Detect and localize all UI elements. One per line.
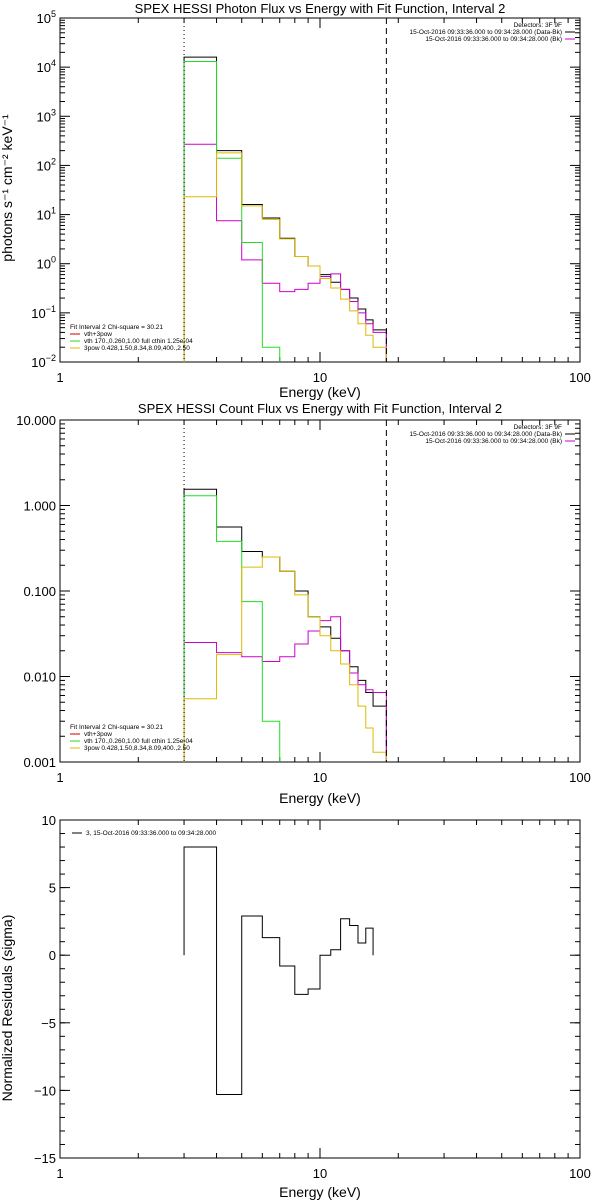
photon-y-tick-base: 10 xyxy=(31,355,45,370)
residuals-y-tick-label: −5 xyxy=(41,1016,56,1031)
count-series-1-line xyxy=(183,616,387,762)
count-x-tick-label: 100 xyxy=(569,770,591,785)
photon-y-tick-label: 104 xyxy=(37,58,56,75)
photon-y-tick-exp: 5 xyxy=(51,9,56,19)
count-y-tick-label: 0.001 xyxy=(23,755,56,770)
photon-plot-frame xyxy=(59,17,581,363)
count-y-tick-label: 10.000 xyxy=(16,413,56,428)
residuals-y-tick-label: −15 xyxy=(34,1151,56,1166)
photon-y-tick-base: 10 xyxy=(37,257,51,272)
photon-flux-panel: SPEX HESSI Photon Flux vs Energy with Fi… xyxy=(0,1,591,400)
photon-series-1-line xyxy=(183,143,387,362)
photon-legend-bottom-text: vth+3pow xyxy=(84,331,112,338)
photon-x-axis-label: Energy (keV) xyxy=(279,384,361,400)
photon-legend-bottom-text: 3pow 0.428,1.50,8.34,8.09,400.,2.50 xyxy=(84,345,190,352)
photon-panel-title: SPEX HESSI Photon Flux vs Energy with Fi… xyxy=(135,1,506,16)
photon-y-tick-label: 101 xyxy=(37,206,56,223)
count-legend-top-text: 15-Oct-2016 09:33:36.000 to 09:34:28.000… xyxy=(410,431,563,438)
count-series-2-line xyxy=(183,495,281,762)
count-flux-panel: SPEX HESSI Count Flux vs Energy with Fit… xyxy=(16,401,591,806)
photon-y-tick-exp: 4 xyxy=(51,58,56,68)
photon-legend-bottom-text: vth 170.,0.260,1.00 full cthin 1.25e-04 xyxy=(84,338,193,345)
photon-y-tick-label: 102 xyxy=(37,156,56,173)
photon-legend-bottom-text: Fit Interval 2 Chi-square = 30.21 xyxy=(70,324,163,331)
residuals-legend-top: 3, 15-Oct-2016 09:33:36.000 to 09:34:28.… xyxy=(72,830,216,837)
photon-plot-area xyxy=(59,17,581,363)
photon-legend-top-text: 15-Oct-2016 09:33:36.000 to 09:34:28.000… xyxy=(410,29,563,36)
residuals-x-axis-label: Energy (keV) xyxy=(279,1184,361,1200)
photon-series-3-line xyxy=(183,152,387,362)
count-y-tick-label: 0.100 xyxy=(23,584,56,599)
photon-x-tick-label: 1 xyxy=(56,370,63,385)
photon-series-2-line xyxy=(183,61,281,362)
photon-y-tick-exp: 2 xyxy=(51,156,56,166)
photon-series-0-line xyxy=(183,56,387,362)
photon-y-tick-base: 10 xyxy=(37,208,51,223)
photon-y-tick-base: 10 xyxy=(31,306,45,321)
count-series-3-line xyxy=(183,556,387,762)
photon-legend-bottom: Fit Interval 2 Chi-square = 30.21vth+3po… xyxy=(70,324,193,352)
count-x-tick-label: 1 xyxy=(56,770,63,785)
count-plot-area xyxy=(59,419,581,763)
photon-y-tick-exp: −1 xyxy=(46,304,56,314)
residuals-legend-top-text: 3, 15-Oct-2016 09:33:36.000 to 09:34:28.… xyxy=(86,830,216,837)
photon-x-tick-label: 100 xyxy=(569,370,591,385)
photon-legend-top-text: Detectors: 3F 9F xyxy=(514,22,562,29)
count-plot-frame xyxy=(59,419,581,763)
residuals-series-0-line xyxy=(183,846,374,1095)
residuals-x-ticks: 1 10 100 xyxy=(56,820,591,1181)
photon-x-ticks: 1 10 100 xyxy=(56,18,591,385)
count-y-tick-label: 1.000 xyxy=(23,499,56,514)
residuals-panel: 1 10 100 −15 −10 −5 0 5 10 3, 15-Oct-2016 09:33… xyxy=(0,813,591,1200)
residuals-series xyxy=(183,846,374,1095)
photon-y-tick-base: 10 xyxy=(37,158,51,173)
residuals-y-tick-label: 0 xyxy=(49,948,56,963)
count-series xyxy=(183,420,387,762)
residuals-x-tick-label: 1 xyxy=(56,1166,63,1181)
photon-y-tick-exp: −2 xyxy=(46,353,56,363)
photon-legend-top-text: 15-Oct-2016 09:33:36.000 to 09:34:28.000… xyxy=(425,36,562,43)
photon-x-tick-label: 10 xyxy=(313,370,327,385)
residuals-y-axis-label: Normalized Residuals (sigma) xyxy=(0,915,15,1102)
count-series-0-line xyxy=(183,488,387,762)
photon-y-tick-exp: 3 xyxy=(51,107,56,117)
photon-y-tick-label: 103 xyxy=(37,107,56,124)
residuals-y-tick-label: 5 xyxy=(49,881,56,896)
count-legend-top-text: 15-Oct-2016 09:33:36.000 to 09:34:28.000… xyxy=(425,438,562,445)
photon-y-tick-label: 100 xyxy=(37,255,56,272)
photon-series xyxy=(183,18,387,362)
residuals-x-tick-label: 10 xyxy=(313,1166,327,1181)
residuals-y-tick-label: −10 xyxy=(34,1083,56,1098)
count-y-tick-label: 0.010 xyxy=(23,670,56,685)
count-x-tick-label: 10 xyxy=(313,770,327,785)
count-panel-title: SPEX HESSI Count Flux vs Energy with Fit… xyxy=(138,401,502,416)
count-legend-bottom: Fit Interval 2 Chi-square = 30.21vth+3po… xyxy=(70,724,193,752)
count-x-axis-label: Energy (keV) xyxy=(279,790,361,806)
photon-y-tick-label: 105 xyxy=(37,9,56,26)
count-legend-bottom-text: vth 170.,0.260,1.00 full cthin 1.25e-04 xyxy=(84,738,193,745)
residuals-y-tick-label: 10 xyxy=(42,813,56,828)
photon-y-tick-base: 10 xyxy=(37,11,51,26)
count-legend-bottom-text: Fit Interval 2 Chi-square = 30.21 xyxy=(70,724,163,731)
photon-y-tick-label: 10−1 xyxy=(31,304,56,321)
photon-y-tick-base: 10 xyxy=(37,60,51,75)
photon-y-tick-base: 10 xyxy=(37,109,51,124)
photon-y-tick-label: 10−2 xyxy=(31,353,56,370)
photon-y-tick-exp: 0 xyxy=(51,255,56,265)
count-legend-top-text: Detectors: 3F 9F xyxy=(514,424,562,431)
photon-y-tick-exp: 1 xyxy=(51,206,56,216)
count-y-ticks: 0.001 0.010 0.100 1.000 10.000 xyxy=(16,413,580,770)
residuals-x-tick-label: 100 xyxy=(569,1166,591,1181)
count-legend-bottom-text: vth+3pow xyxy=(84,731,112,738)
residuals-y-ticks: −15 −10 −5 0 5 10 xyxy=(34,813,580,1166)
photon-y-axis-label: photons s⁻¹ cm⁻² keV⁻¹ xyxy=(0,114,15,262)
count-legend-bottom-text: 3pow 0.428,1.50,8.34,8.09,400.,2.50 xyxy=(84,745,190,752)
